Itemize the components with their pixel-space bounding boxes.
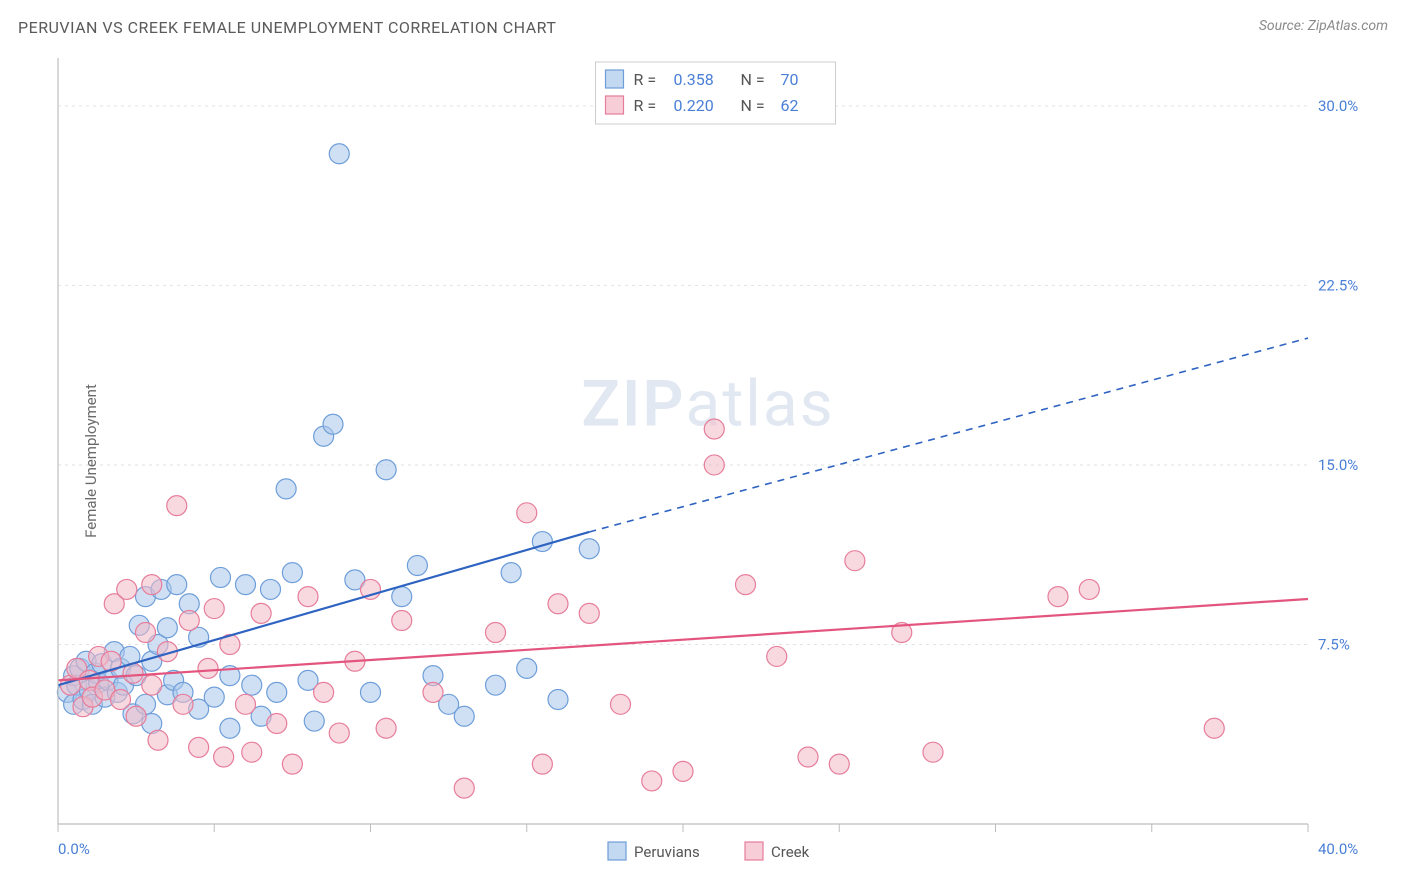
scatter-point (267, 713, 287, 733)
legend-r-value: 0.358 (674, 70, 714, 89)
scatter-point (323, 414, 343, 434)
scatter-point (179, 611, 199, 631)
scatter-point (1079, 579, 1099, 599)
legend-swatch (608, 842, 626, 860)
scatter-point (142, 575, 162, 595)
scatter-point (704, 455, 724, 475)
scatter-point (173, 694, 193, 714)
scatter-point (1048, 587, 1068, 607)
scatter-point (423, 682, 443, 702)
y-tick-label: 22.5% (1318, 276, 1358, 294)
legend-n-label: N = (741, 96, 765, 115)
scatter-point (220, 718, 240, 738)
y-tick-label: 7.5% (1318, 635, 1350, 653)
scatter-point (211, 567, 231, 587)
scatter-point (298, 587, 318, 607)
scatter-point (611, 694, 631, 714)
scatter-point (376, 718, 396, 738)
scatter-point (329, 144, 349, 164)
scatter-point (376, 460, 396, 480)
scatter-point (189, 737, 209, 757)
scatter-point (579, 539, 599, 559)
legend-r-label: R = (634, 96, 657, 115)
scatter-point (579, 603, 599, 623)
scatter-point (642, 771, 662, 791)
scatter-point (829, 754, 849, 774)
legend-r-label: R = (634, 70, 657, 89)
legend-n-label: N = (741, 70, 765, 89)
scatter-point (198, 658, 218, 678)
legend-r-value: 0.220 (674, 96, 714, 115)
scatter-point (261, 579, 281, 599)
scatter-point (1204, 718, 1224, 738)
scatter-point (517, 503, 537, 523)
scatter-point (517, 658, 537, 678)
scatter-point (314, 682, 334, 702)
scatter-point (845, 551, 865, 571)
x-tick-label: 0.0% (58, 840, 90, 858)
scatter-point (142, 675, 162, 695)
scatter-point (117, 579, 137, 599)
legend-series-label: Peruvians (634, 843, 700, 861)
source-label: Source: ZipAtlas.com (1259, 18, 1388, 34)
scatter-point (242, 675, 262, 695)
legend-swatch (606, 96, 624, 114)
trend-line (58, 599, 1308, 680)
scatter-point (251, 603, 271, 623)
legend-series-label: Creek (771, 843, 810, 861)
scatter-point (532, 754, 552, 774)
scatter-point (282, 754, 302, 774)
scatter-point (923, 742, 943, 762)
scatter-point (486, 623, 506, 643)
legend-swatch (745, 842, 763, 860)
scatter-point (157, 618, 177, 638)
scatter-point (798, 747, 818, 767)
scatter-point (126, 706, 146, 726)
y-tick-label: 30.0% (1318, 97, 1358, 115)
scatter-point (267, 682, 287, 702)
scatter-point (204, 687, 224, 707)
scatter-point (704, 419, 724, 439)
legend-n-value: 70 (781, 70, 799, 89)
scatter-point (392, 587, 412, 607)
scatter-point (236, 575, 256, 595)
scatter-point (486, 675, 506, 695)
scatter-point (548, 690, 568, 710)
scatter-point (767, 646, 787, 666)
chart-title: PERUVIAN VS CREEK FEMALE UNEMPLOYMENT CO… (18, 18, 556, 37)
scatter-point (501, 563, 521, 583)
scatter-point (673, 761, 693, 781)
scatter-point (111, 690, 131, 710)
scatter-point (276, 479, 296, 499)
x-tick-label: 40.0% (1318, 840, 1358, 858)
scatter-point (204, 599, 224, 619)
scatter-point (236, 694, 256, 714)
scatter-point (736, 575, 756, 595)
y-tick-label: 15.0% (1318, 456, 1358, 474)
scatter-point (548, 594, 568, 614)
scatter-point (329, 723, 349, 743)
scatter-point (304, 711, 324, 731)
scatter-point (454, 778, 474, 798)
scatter-point (242, 742, 262, 762)
scatter-point (392, 611, 412, 631)
scatter-point (407, 555, 427, 575)
scatter-point (454, 706, 474, 726)
scatter-point (167, 496, 187, 516)
stats-legend (596, 62, 836, 124)
scatter-point (148, 730, 168, 750)
legend-swatch (606, 70, 624, 88)
legend-n-value: 62 (781, 96, 799, 115)
scatter-point (361, 682, 381, 702)
scatter-point (167, 575, 187, 595)
scatter-point (136, 623, 156, 643)
scatter-point (214, 747, 234, 767)
correlation-chart: 7.5%15.0%22.5%30.0%ZIPatlas0.0%40.0%R =0… (18, 48, 1388, 874)
scatter-point (282, 563, 302, 583)
y-axis-label: Female Unemployment (82, 384, 100, 538)
